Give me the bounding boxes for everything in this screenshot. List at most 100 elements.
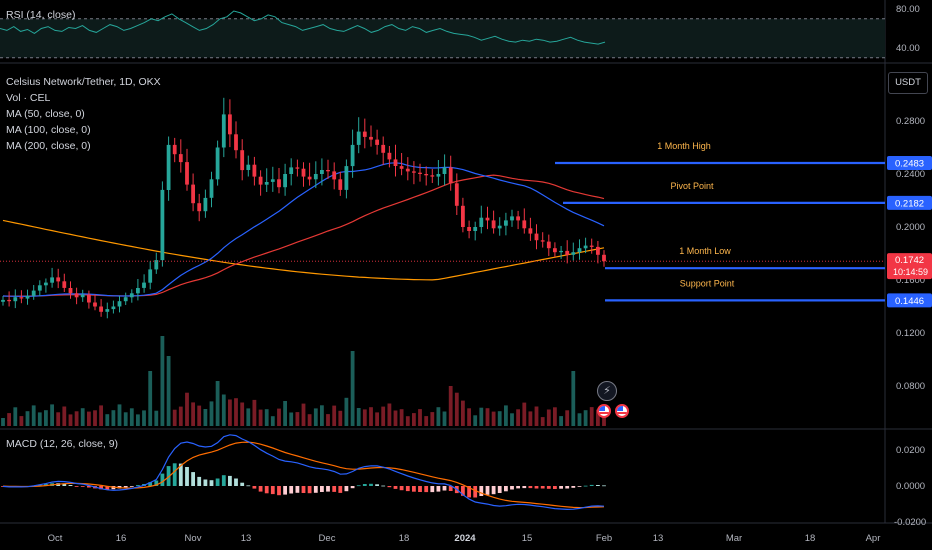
price-tick-label: 0.2000 (896, 222, 925, 233)
volume-legend[interactable]: Vol · CEL (6, 92, 51, 104)
candle-body (209, 179, 214, 198)
us-flag-icon[interactable] (597, 404, 611, 418)
candle-body (448, 167, 453, 184)
rsi-legend[interactable]: RSI (14, close) (6, 7, 75, 23)
us-flag-icon[interactable] (615, 404, 629, 418)
candle-body (111, 306, 116, 310)
macd-histogram-bar (350, 486, 355, 489)
macd-histogram-bar (430, 486, 435, 493)
candle-body (497, 225, 502, 229)
volume-bar (258, 409, 263, 426)
ma100-legend[interactable]: MA (100, close, 0) (6, 124, 91, 136)
candle-body (369, 136, 373, 140)
candle-body (50, 277, 54, 283)
candle-body (148, 269, 153, 283)
candle-body (74, 293, 79, 298)
candle-body (87, 294, 91, 303)
candle-body (381, 144, 386, 153)
volume-bar (461, 400, 465, 426)
price-tick-label: 0.1200 (896, 328, 925, 339)
candle-body (221, 114, 226, 148)
macd-histogram-bar (362, 484, 367, 486)
candle-body (461, 205, 465, 227)
volume-bar (350, 351, 355, 426)
main-legend[interactable]: Celsius Network/Tether, 1D, OKX Vol · CE… (6, 74, 161, 154)
candle-body (430, 175, 435, 177)
price-tick-label: 0.2800 (896, 116, 925, 127)
volume-bar (234, 398, 238, 426)
candle-body (375, 139, 379, 145)
volume-bar (117, 404, 122, 426)
volume-bar (375, 412, 379, 426)
volume-bar (467, 408, 471, 426)
ma200-legend[interactable]: MA (200, close, 0) (6, 140, 91, 152)
ma50-legend[interactable]: MA (50, close, 0) (6, 108, 85, 120)
macd-histogram-bar (99, 486, 103, 490)
volume-bar (510, 413, 514, 426)
volume-bar (399, 409, 404, 426)
candle-body (399, 166, 404, 169)
macd-histogram-bar (154, 480, 159, 486)
volume-bar (485, 408, 490, 426)
macd-histogram-bar (522, 486, 527, 489)
volume-bar (111, 410, 116, 426)
volume-bar (448, 386, 453, 426)
x-axis-label: Feb (596, 533, 612, 544)
candle-body (350, 144, 355, 167)
currency-button[interactable]: USDT (888, 72, 928, 94)
macd-tick-label: 0.0200 (896, 445, 925, 456)
volume-bar (129, 408, 134, 426)
volume-bar (1, 418, 5, 426)
candle-body (571, 252, 576, 255)
x-axis-label: 13 (241, 533, 252, 544)
macd-histogram-bar (399, 486, 404, 491)
macd-histogram-bar (252, 486, 257, 489)
lightning-icon[interactable]: ⚡ (597, 381, 617, 401)
volume-bar (172, 409, 177, 426)
volume-bar (491, 411, 496, 426)
macd-histogram-bar (80, 486, 85, 487)
rsi-line (0, 10, 606, 45)
volume-bar (105, 414, 110, 426)
volume-bar (185, 392, 189, 426)
volume-bar (44, 410, 48, 426)
candle-body (197, 203, 202, 212)
volume-bar (571, 371, 576, 426)
macd-legend[interactable]: MACD (12, 26, close, 9) (6, 436, 118, 452)
volume-bar (540, 417, 545, 426)
macd-histogram-bar (197, 476, 202, 486)
ma50-line (2, 162, 605, 297)
macd-histogram-bar (221, 475, 226, 486)
symbol-title[interactable]: Celsius Network/Tether, 1D, OKX (6, 76, 161, 88)
macd-histogram-bar (172, 463, 177, 486)
candle-body (546, 241, 551, 249)
rsi-tick-label: 80.00 (896, 4, 920, 15)
candle-body (504, 220, 508, 226)
macd-histogram-bar (105, 486, 110, 490)
volume-bar (19, 416, 24, 426)
signal-line (2, 441, 605, 509)
volume-bar (356, 408, 361, 426)
macd-histogram-bar (123, 486, 128, 488)
macd-histogram-bar (546, 486, 551, 489)
candle-body (136, 288, 140, 294)
macd-histogram-bar (436, 486, 441, 492)
macd-histogram-bar (87, 486, 91, 488)
last-price-label: 0.1742 (895, 255, 924, 266)
candle-body (540, 240, 545, 242)
volume-bar (534, 406, 539, 426)
candle-body (362, 131, 367, 137)
candle-body (215, 147, 220, 180)
macd-histogram-bar (209, 480, 214, 486)
x-axis-label: Dec (319, 533, 336, 544)
macd-histogram-bar (74, 486, 79, 487)
macd-histogram-bar (577, 486, 582, 487)
volume-bar (62, 406, 67, 426)
candle-body (510, 216, 514, 221)
candle-body (203, 197, 208, 212)
macd-histogram-bar (485, 486, 490, 495)
volume-bar (583, 410, 588, 426)
macd-histogram-bar (553, 486, 557, 489)
candle-body (166, 144, 171, 190)
